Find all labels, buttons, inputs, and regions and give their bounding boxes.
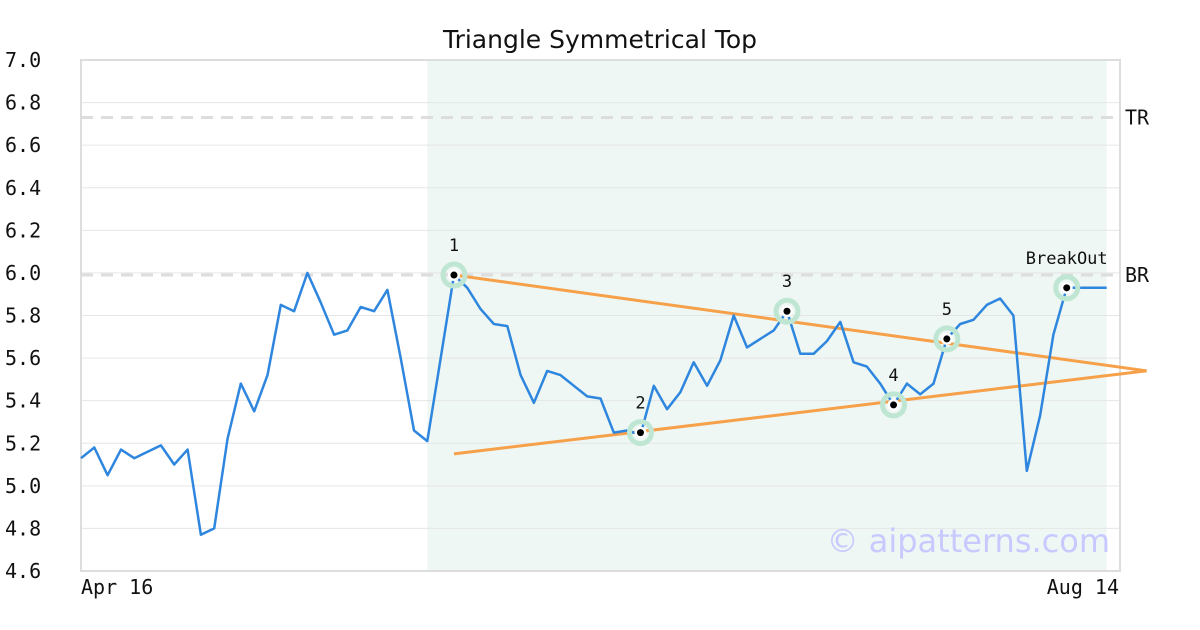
- pivot-label-5: 5: [942, 300, 952, 320]
- y-tick-label: 6.6: [5, 133, 41, 157]
- pivot-label-2: 2: [635, 394, 645, 414]
- watermark: © aipatterns.com: [827, 522, 1110, 560]
- pivot-label-1: 1: [449, 236, 459, 256]
- chart-title: Triangle Symmetrical Top: [442, 25, 757, 54]
- level-lines: TR BR: [81, 105, 1150, 287]
- trendlines: [453, 273, 1147, 456]
- level-label-br: BR: [1125, 263, 1150, 287]
- pivot-halo-1: [440, 261, 468, 289]
- x-tick-label-start: Apr 16: [81, 575, 153, 599]
- pivot-halo-3: [773, 297, 801, 325]
- y-tick-label: 4.8: [5, 516, 41, 540]
- pivot-point-1: [450, 271, 458, 279]
- plot-frame: [80, 59, 1121, 572]
- y-tick-label: 5.0: [5, 474, 41, 498]
- y-tick-label: 5.4: [5, 389, 41, 413]
- y-tick-label: 5.8: [5, 304, 41, 328]
- pivot-halo-breakout: [1053, 274, 1081, 302]
- pivot-point-5: [943, 335, 951, 343]
- pivot-point-3: [783, 307, 791, 315]
- price-line: [80, 271, 1107, 537]
- pivot-label-breakout: BreakOut: [1026, 249, 1108, 269]
- pivot-label-4: 4: [888, 366, 898, 386]
- level-label-tr: TR: [1125, 105, 1150, 129]
- pivot-halo-4: [880, 391, 908, 419]
- y-tick-label: 6.0: [5, 261, 41, 285]
- x-tick-label-end: Aug 14: [1047, 575, 1119, 599]
- pivot-halo-5: [933, 325, 961, 353]
- y-tick-label: 6.8: [5, 91, 41, 115]
- y-tick-label: 4.6: [5, 559, 41, 583]
- pivot-markers: 1 2 3 4 5 BreakOut: [440, 236, 1108, 447]
- pivot-label-3: 3: [782, 272, 792, 292]
- y-axis: 7.0 6.8 6.6 6.4 6.2 6.0 5.8 5.6 5.4 5.2 5.0 4.8 4.6: [5, 48, 41, 583]
- trendline-lower: [453, 369, 1147, 456]
- y-tick-label: 5.6: [5, 346, 41, 370]
- pivot-point-4: [890, 401, 898, 409]
- price-series: [80, 271, 1107, 537]
- y-tick-label: 7.0: [5, 48, 41, 72]
- pivot-point-2: [636, 429, 644, 437]
- y-tick-label: 6.4: [5, 176, 41, 200]
- y-tick-label: 6.2: [5, 218, 41, 242]
- pivot-point-breakout: [1063, 284, 1071, 292]
- trendline-upper: [453, 273, 1147, 373]
- y-tick-label: 5.2: [5, 431, 41, 455]
- pivot-halo-2: [626, 419, 654, 447]
